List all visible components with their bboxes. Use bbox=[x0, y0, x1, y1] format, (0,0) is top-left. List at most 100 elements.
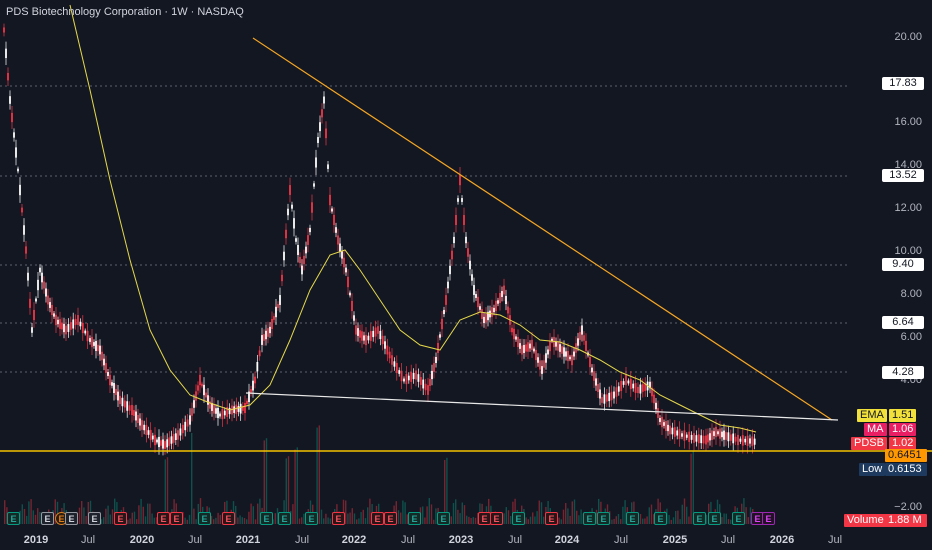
volume-bar bbox=[276, 508, 279, 524]
earnings-event[interactable]: E bbox=[222, 512, 235, 525]
candle-body bbox=[164, 441, 166, 449]
volume-bar bbox=[452, 503, 455, 524]
candle-body bbox=[205, 392, 207, 398]
earnings-event[interactable]: E bbox=[583, 512, 596, 525]
candle-body bbox=[377, 326, 379, 334]
volume-bar bbox=[237, 517, 239, 524]
candle-body bbox=[3, 27, 5, 33]
earnings-event[interactable]: E bbox=[708, 512, 721, 525]
volume-bar bbox=[164, 459, 166, 524]
candle-body bbox=[688, 431, 691, 442]
candle-body bbox=[605, 394, 608, 402]
earnings-event[interactable]: E bbox=[545, 512, 558, 525]
earnings-event[interactable]: E bbox=[198, 512, 211, 525]
candle-body bbox=[86, 330, 89, 342]
earnings-event[interactable]: E bbox=[654, 512, 667, 525]
volume-bar bbox=[34, 514, 37, 524]
volume-bar bbox=[294, 449, 296, 524]
candle-body bbox=[435, 357, 437, 363]
earnings-event[interactable]: E bbox=[478, 512, 491, 525]
candle-body bbox=[297, 244, 299, 256]
candle-body bbox=[589, 356, 591, 368]
candle-body bbox=[732, 433, 735, 444]
candle-body bbox=[191, 408, 193, 416]
earnings-event[interactable]: E bbox=[7, 512, 20, 525]
earnings-event[interactable]: E bbox=[384, 512, 397, 525]
support-trendline[interactable] bbox=[245, 392, 839, 421]
candle-body bbox=[622, 381, 625, 385]
volume-bar bbox=[444, 460, 446, 524]
candle-body bbox=[303, 255, 305, 265]
candle-body bbox=[149, 429, 152, 441]
volume-bar bbox=[6, 507, 8, 524]
volume-bar bbox=[567, 508, 569, 524]
earnings-event[interactable]: E bbox=[114, 512, 127, 525]
candle-body bbox=[31, 327, 33, 333]
earnings-event[interactable]: E bbox=[260, 512, 273, 525]
candle-body bbox=[117, 391, 119, 401]
candle-body bbox=[113, 382, 115, 394]
earnings-event[interactable]: E bbox=[88, 512, 101, 525]
earnings-event[interactable]: E bbox=[512, 512, 525, 525]
candle-body bbox=[457, 198, 459, 202]
candle-body bbox=[471, 274, 473, 281]
volume-bar bbox=[615, 516, 617, 524]
earnings-event[interactable]: E bbox=[41, 512, 54, 525]
candle-body bbox=[481, 309, 483, 319]
candle-body bbox=[49, 302, 51, 308]
earnings-event[interactable]: E bbox=[65, 512, 78, 525]
candle-body bbox=[333, 214, 335, 226]
candle-body bbox=[441, 318, 443, 330]
volume-bar bbox=[653, 514, 655, 524]
volume-bar bbox=[173, 499, 175, 524]
earnings-event[interactable]: E bbox=[278, 512, 291, 525]
volume-bar bbox=[457, 509, 459, 524]
earnings-event[interactable]: E bbox=[693, 512, 706, 525]
earnings-event[interactable]: E bbox=[597, 512, 610, 525]
volume-bar bbox=[235, 505, 237, 524]
candle-body bbox=[469, 260, 471, 270]
candle-body bbox=[81, 322, 84, 334]
earnings-event[interactable]: E bbox=[157, 512, 170, 525]
volume-bar bbox=[565, 503, 567, 524]
ma-badge-value: 1.06 bbox=[889, 423, 917, 436]
candle-body bbox=[507, 306, 509, 314]
candle-body bbox=[437, 342, 439, 354]
candle-body bbox=[219, 413, 221, 417]
descending-trendline[interactable] bbox=[252, 37, 833, 421]
earnings-event[interactable]: E bbox=[490, 512, 503, 525]
earnings-event[interactable]: E bbox=[170, 512, 183, 525]
earnings-event[interactable]: E bbox=[305, 512, 318, 525]
split-event[interactable]: E bbox=[762, 512, 775, 525]
earnings-event[interactable]: E bbox=[626, 512, 639, 525]
volume-bar bbox=[342, 499, 345, 524]
earnings-event[interactable]: E bbox=[437, 512, 450, 525]
candle-body bbox=[443, 309, 445, 315]
candle-body bbox=[250, 389, 252, 394]
volume-bar bbox=[536, 511, 538, 524]
candle-body bbox=[491, 307, 493, 317]
candle-body bbox=[644, 383, 647, 391]
volume-bar bbox=[78, 507, 81, 524]
candle-body bbox=[84, 330, 87, 334]
time-tick: 2021 bbox=[235, 534, 261, 546]
volume-bar bbox=[109, 514, 111, 524]
earnings-event[interactable]: E bbox=[732, 512, 745, 525]
candle-body bbox=[451, 250, 453, 260]
earnings-event[interactable]: E bbox=[371, 512, 384, 525]
volume-bar bbox=[400, 512, 402, 524]
volume-bar bbox=[351, 508, 353, 524]
volume-badge-value: 1.88 M bbox=[885, 514, 927, 527]
candle-body bbox=[339, 243, 341, 252]
volume-bar bbox=[470, 518, 472, 524]
volume-bar bbox=[166, 457, 169, 524]
candle-body bbox=[139, 418, 141, 426]
earnings-event[interactable]: E bbox=[408, 512, 421, 525]
volume-bar bbox=[562, 509, 565, 524]
volume-bars bbox=[4, 425, 758, 524]
candle-body bbox=[321, 109, 323, 118]
earnings-event[interactable]: E bbox=[332, 512, 345, 525]
candle-body bbox=[271, 319, 273, 329]
candle-body bbox=[671, 427, 674, 435]
